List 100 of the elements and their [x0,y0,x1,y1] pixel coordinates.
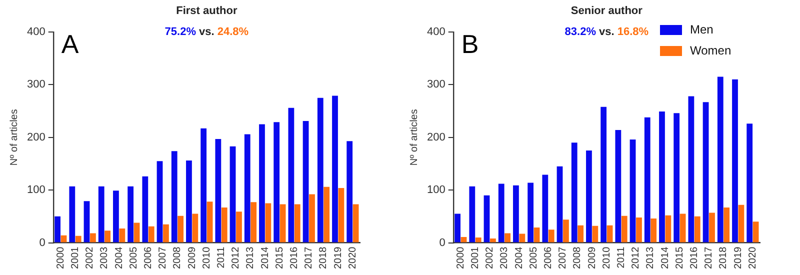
x-tick-label: 2005 [528,246,540,270]
y-tick-label: 200 [426,131,446,144]
bar [724,207,730,242]
bar [534,227,540,242]
x-tick-label: 2020 [347,246,358,270]
x-tick-label: 2018 [718,246,730,270]
legend-label: Women [690,43,732,58]
bar [206,202,213,242]
bar [98,186,104,242]
bar [302,121,309,242]
x-tick-label: 2009 [186,246,198,270]
bar [606,225,613,242]
bar [230,146,236,242]
y-tick-label: 300 [426,78,446,91]
x-tick-label: 2016 [289,246,300,270]
bar [484,195,490,242]
bar [709,212,715,242]
bar [84,201,90,242]
x-tick-label: 2006 [143,246,154,270]
bar [163,224,169,242]
x-tick-label: 2000 [455,246,466,270]
x-tick-label: 2010 [201,246,212,270]
bar [324,186,330,242]
x-tick-label: 2011 [216,246,228,268]
x-tick-label: 2013 [645,246,656,270]
y-tick-label: 100 [426,184,446,196]
chart-title: Senior author [570,5,644,18]
bar [454,214,460,242]
bar [630,139,636,242]
bar [244,134,250,242]
bar [338,188,344,242]
legend-label: Men [690,22,714,36]
bar [738,204,744,242]
bar [556,166,563,242]
bar [69,186,76,242]
bar [294,204,300,242]
x-tick-label: 2017 [704,246,715,270]
y-tick-label: 400 [26,26,46,38]
x-tick-label: 2008 [172,246,184,270]
annotation: B [461,29,479,60]
bar [615,130,622,242]
bar [504,233,511,242]
bar [274,122,280,242]
bar [475,237,482,242]
x-tick-label: 2002 [484,246,496,270]
y-tick-label: 200 [26,131,46,144]
bar [621,216,628,242]
bar [659,112,665,242]
bar [542,174,548,242]
x-tick-label: 2002 [84,246,96,270]
bar [352,204,359,242]
x-tick-label: 2000 [55,246,66,270]
x-tick-label: 2019 [732,246,744,270]
x-tick-label: 2001 [470,246,482,270]
x-tick-label: 2020 [747,246,758,270]
y-axis-title: Nº of articles [408,109,420,166]
bar [586,150,592,242]
bar [674,113,680,242]
y-tick-label: 400 [426,26,446,38]
bar [490,238,496,242]
x-tick-label: 2015 [674,246,686,270]
bar [186,160,192,242]
bar [694,216,700,242]
bar [636,217,642,242]
x-tick-label: 2007 [558,246,569,270]
x-tick-label: 2014 [660,246,671,270]
x-tick-label: 2019 [332,246,344,270]
bar [236,212,242,242]
bar [548,230,554,242]
chart-subtitle: 83.2% vs. 16.8% [564,26,649,38]
bar [75,236,82,242]
bar [309,194,315,242]
bar [732,79,738,242]
bar [119,228,126,242]
bar [688,96,694,242]
x-tick-label: 2006 [543,246,554,270]
bar [128,186,134,242]
bar [142,176,148,242]
annotation: A [61,29,80,60]
bar [215,138,222,242]
bar [680,214,686,242]
bar [156,161,163,242]
bar [702,102,709,242]
x-tick-label: 2004 [514,246,525,270]
bar [60,235,67,242]
bar [346,141,353,242]
bar [498,184,504,242]
bar [113,190,119,242]
bar [265,203,272,242]
x-tick-label: 2008 [572,246,584,270]
y-tick-label: 100 [26,184,46,196]
y-axis-title: Nº of articles [8,109,20,166]
bar [528,182,534,242]
bar [288,108,294,242]
bar [54,216,60,242]
y-tick-label: 0 [39,236,46,249]
bar [578,225,584,242]
x-tick-label: 2014 [260,246,271,270]
bar [259,124,265,242]
y-tick-label: 0 [439,236,446,249]
